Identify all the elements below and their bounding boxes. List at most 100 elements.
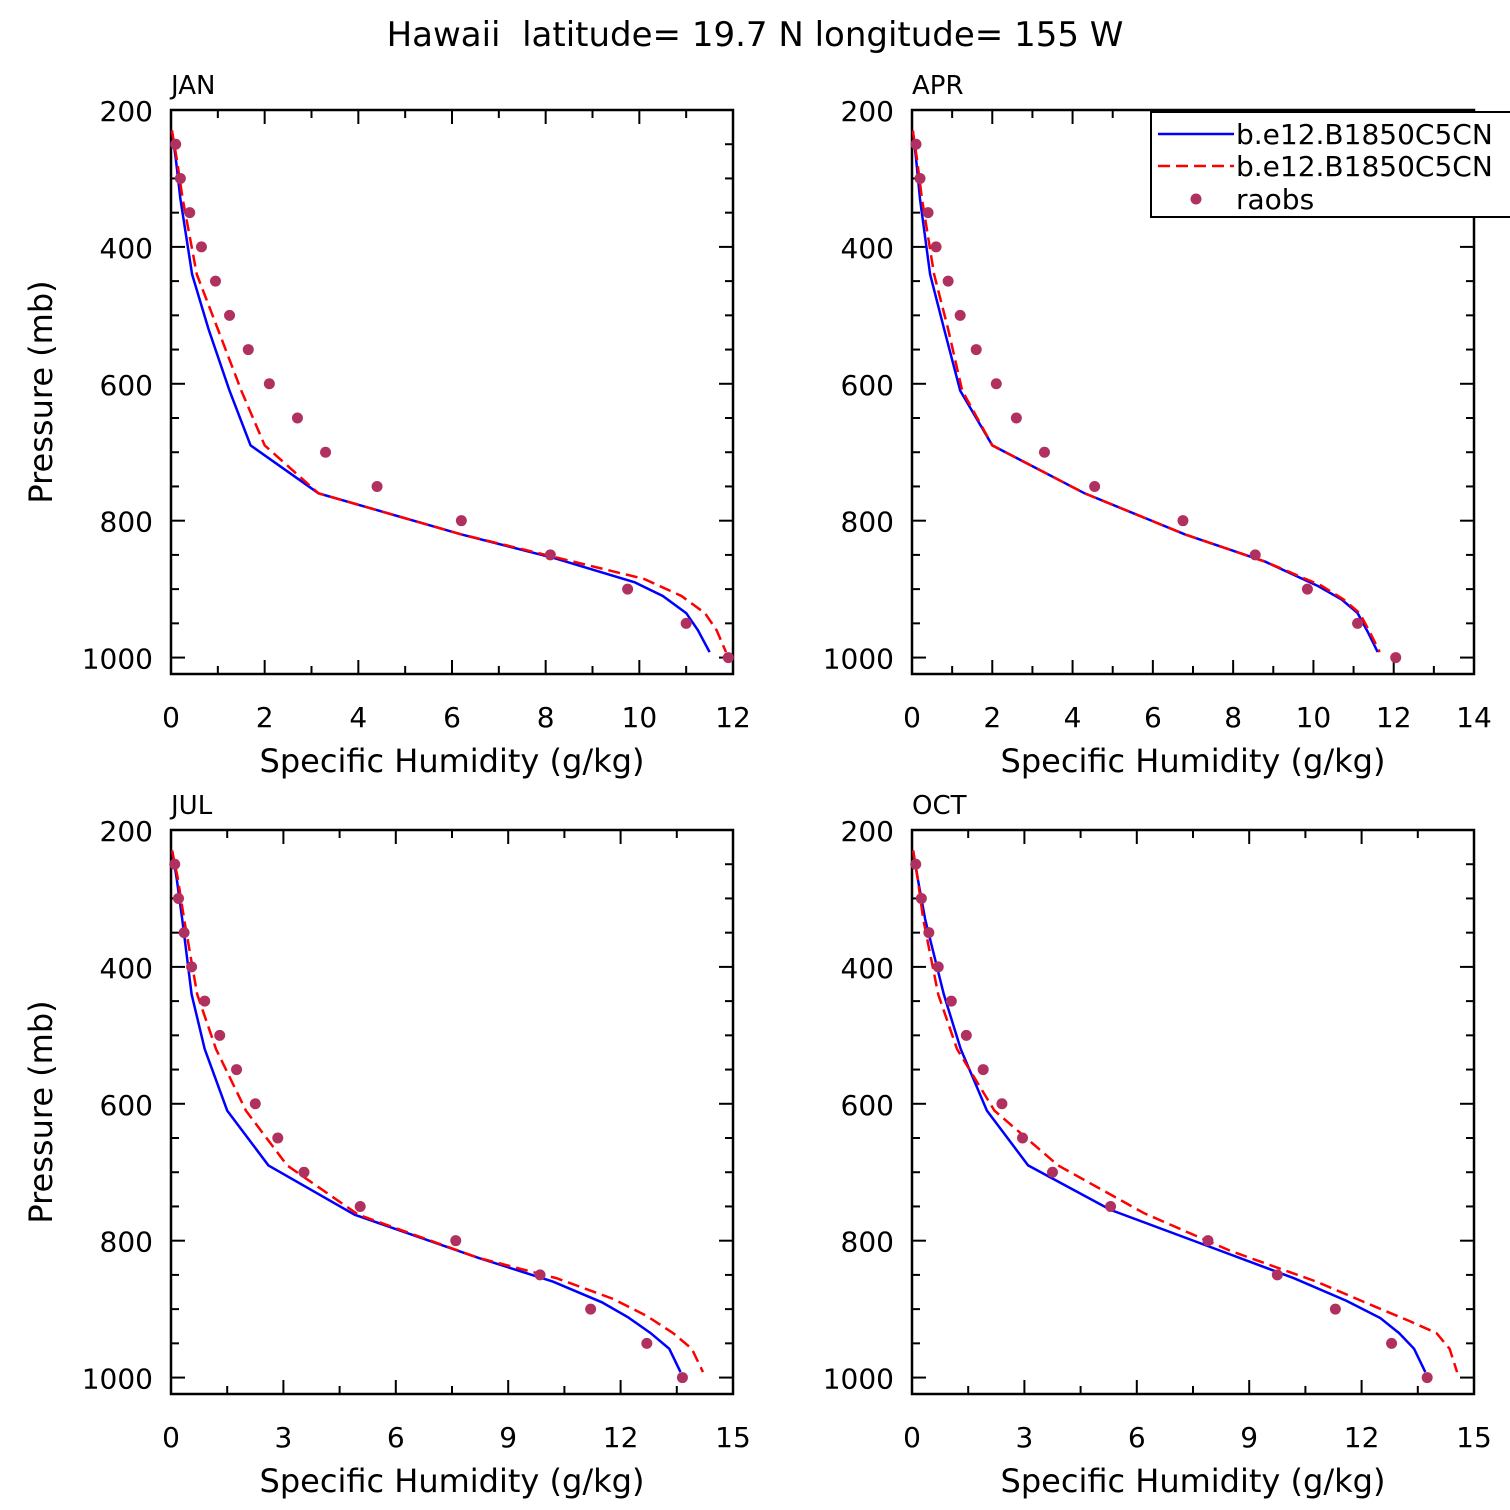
x-tick-label: 4: [349, 701, 367, 734]
raobs-point: [1386, 1337, 1398, 1349]
y-tick-label: 400: [841, 952, 894, 985]
x-axis-label: Specific Humidity (g/kg): [260, 1462, 645, 1500]
model-dashed-line: [170, 130, 728, 653]
x-tick-label: 2: [256, 701, 274, 734]
raobs-point: [923, 927, 935, 939]
y-tick-label: 1000: [82, 643, 153, 676]
raobs-point: [534, 1269, 546, 1281]
raobs-point: [922, 207, 934, 219]
x-axis-label: Specific Humidity (g/kg): [1001, 1462, 1386, 1500]
model-dashed-line: [911, 850, 1459, 1373]
raobs-point: [231, 1064, 243, 1076]
y-axis-label: Pressure (mb): [22, 1000, 60, 1223]
y-tick-label: 600: [100, 1089, 153, 1122]
raobs-point: [354, 1200, 366, 1212]
raobs-point: [622, 583, 634, 595]
y-axis-label: Pressure (mb): [22, 280, 60, 503]
panel-month-label: JAN: [169, 71, 215, 101]
plot-frame: [169, 828, 735, 1396]
legend-label: raobs: [1236, 183, 1314, 216]
raobs-point: [1047, 1166, 1058, 1178]
x-tick-label: 0: [162, 1421, 180, 1454]
x-tick-label: 15: [1456, 1421, 1492, 1454]
raobs-point: [1010, 412, 1022, 424]
raobs-point: [680, 617, 692, 629]
raobs-point: [1271, 1269, 1283, 1281]
raobs-point: [915, 892, 927, 904]
y-tick-label: 800: [100, 506, 153, 539]
panel-jul: 200 400 600 800 1000 0 3 6 9 12 15 Specific Humidit…: [22, 791, 751, 1500]
legend-box: [1150, 111, 1510, 218]
raobs-point: [910, 858, 922, 870]
x-tick-label: 12: [1376, 701, 1412, 734]
panel-month-label: APR: [912, 71, 964, 101]
x-tick-label: 12: [1344, 1421, 1380, 1454]
x-tick-label: 6: [1128, 1421, 1146, 1454]
x-axis-label: Specific Humidity (g/kg): [1001, 742, 1386, 780]
raobs-point: [1352, 617, 1364, 629]
raobs-point: [1177, 515, 1189, 527]
y-tick-label: 1000: [823, 643, 894, 676]
raobs-point: [1390, 652, 1402, 664]
raobs-point: [970, 344, 982, 356]
model-dashed-line: [911, 130, 1381, 653]
raobs-point: [996, 1098, 1008, 1110]
raobs-point: [169, 858, 181, 870]
panel-oct: 200 400 600 800 1000 0 3 6 9 12 15 Specific Humidit…: [823, 791, 1492, 1500]
raobs-point: [977, 1064, 989, 1076]
x-tick-label: 6: [443, 701, 461, 734]
raobs-point: [930, 241, 942, 253]
y-tick-label: 400: [100, 952, 153, 985]
raobs-point: [320, 446, 332, 458]
raobs-point: [1105, 1200, 1117, 1212]
raobs-point: [954, 309, 966, 321]
raobs-point: [910, 138, 922, 150]
model-solid-line: [170, 130, 711, 653]
y-tick-label: 600: [100, 369, 153, 402]
raobs-point: [371, 480, 383, 492]
x-tick-label: 0: [903, 1421, 921, 1454]
x-tick-label: 15: [715, 1421, 751, 1454]
raobs-point: [170, 138, 182, 150]
x-tick-label: 0: [903, 701, 921, 734]
raobs-point: [1202, 1235, 1214, 1247]
x-tick-label: 9: [1240, 1421, 1258, 1454]
raobs-point: [942, 275, 954, 287]
panel-apr: 200 400 600 800 1000 0 2 4 6 8 10 12 14 Specific Humi…: [823, 71, 1492, 780]
x-tick-label: 3: [1015, 1421, 1033, 1454]
x-tick-label: 3: [274, 1421, 292, 1454]
y-tick-label: 200: [100, 815, 153, 848]
figure-title: Hawaii latitude= 19.7 N longitude= 155 W: [387, 15, 1124, 55]
raobs-point: [178, 927, 190, 939]
raobs-point: [1301, 583, 1313, 595]
y-tick-label: 600: [841, 369, 894, 402]
legend-marker-dot: [1190, 193, 1202, 205]
panel-month-label: JUL: [169, 791, 213, 821]
model-solid-line: [170, 850, 682, 1373]
y-tick-label: 200: [100, 95, 153, 128]
raobs-point: [1089, 480, 1101, 492]
x-tick-label: 8: [1224, 701, 1242, 734]
raobs-point: [1421, 1372, 1433, 1384]
x-tick-label: 14: [1456, 701, 1492, 734]
y-tick-label: 600: [841, 1089, 894, 1122]
model-dashed-line: [170, 850, 705, 1373]
raobs-point: [990, 378, 1002, 390]
raobs-point: [1329, 1303, 1341, 1315]
raobs-point: [186, 961, 198, 973]
raobs-point: [195, 241, 207, 253]
y-tick-label: 800: [100, 1226, 153, 1259]
x-tick-label: 10: [622, 701, 658, 734]
y-tick-label: 200: [841, 95, 894, 128]
x-tick-label: 0: [162, 701, 180, 734]
raobs-point: [945, 995, 957, 1007]
model-solid-line: [911, 130, 1379, 653]
raobs-point: [214, 1029, 226, 1041]
x-tick-label: 9: [499, 1421, 517, 1454]
raobs-point: [1249, 549, 1261, 561]
raobs-point: [450, 1235, 462, 1247]
raobs-point: [1038, 446, 1050, 458]
raobs-point: [914, 172, 926, 184]
raobs-point: [722, 652, 734, 664]
